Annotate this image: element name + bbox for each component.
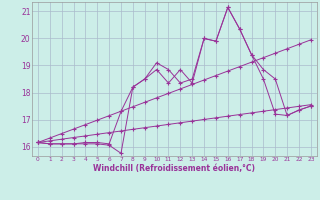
X-axis label: Windchill (Refroidissement éolien,°C): Windchill (Refroidissement éolien,°C) — [93, 164, 255, 173]
